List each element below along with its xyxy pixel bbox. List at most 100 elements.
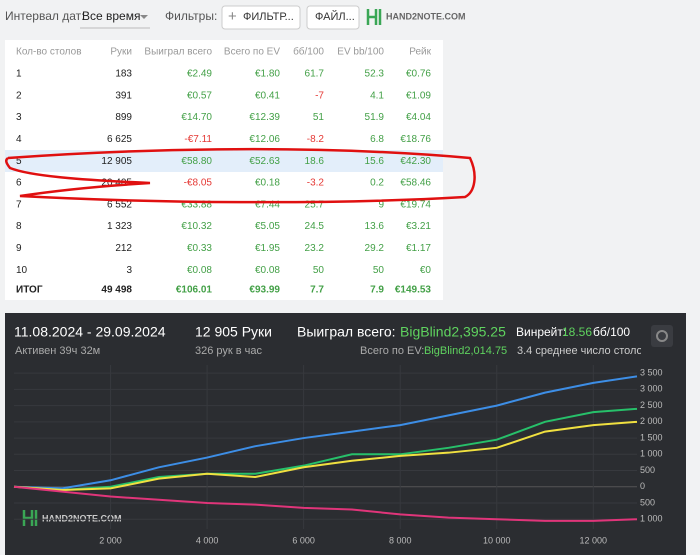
chart-logo-icon [22, 510, 38, 526]
table-cell: 13.6 [365, 221, 385, 232]
table-cell: €1.09 [406, 90, 431, 101]
total-cell: 49 498 [101, 285, 132, 296]
table-cell: €0 [420, 265, 432, 276]
table-cell: 899 [115, 112, 132, 123]
table-cell: €2.49 [187, 69, 212, 80]
table-cell: 3 [126, 265, 132, 276]
table-cell: 2 [16, 90, 22, 101]
table-cell: 50 [313, 265, 325, 276]
series-line [13, 407, 638, 492]
table-cell: €4.04 [406, 112, 431, 123]
total-cell: €149.53 [395, 285, 432, 296]
table-cell: 51.9 [365, 112, 385, 123]
table-cell: -3.2 [307, 178, 325, 189]
column-header: Всего по EV [224, 47, 280, 58]
table-cell: 24.5 [305, 221, 325, 232]
table-cell: 5 [16, 156, 22, 167]
table-cell: €0.57 [187, 90, 212, 101]
file-button[interactable] [306, 5, 360, 30]
table-cell: 4 [16, 134, 22, 145]
table-cell: €12.39 [249, 112, 280, 123]
table-cell: €58.46 [400, 178, 431, 189]
selected-row [5, 150, 443, 172]
table-cell: -€8.05 [184, 178, 213, 189]
column-header: Рейк [409, 47, 431, 58]
table-cell: 7 [16, 199, 22, 210]
active-time: Активен 39ч 32м [15, 345, 100, 357]
total-cell: 7.9 [370, 285, 384, 296]
table-cell: €7.44 [255, 199, 280, 210]
chart-panel [5, 313, 686, 555]
interval-label: Интервал дат: [5, 9, 84, 23]
column-header: Кол-во столов [16, 47, 82, 58]
x-tick-label: 4 000 [196, 535, 219, 545]
file-button-label: ФАЙЛ... [315, 10, 355, 23]
winrate-label: Винрейт: [516, 325, 566, 339]
table-cell: 20 405 [101, 178, 132, 189]
won-value: BigBlind2,395.25 [400, 324, 506, 340]
table-cell: €0.08 [187, 265, 212, 276]
table-cell: 15.6 [365, 156, 385, 167]
table-cell: €0.18 [255, 178, 280, 189]
hands: 12 905 Руки [195, 324, 272, 340]
table-cell: €0.76 [406, 69, 431, 80]
table-cell: 12 905 [101, 156, 132, 167]
y-tick-label: 3 000 [640, 384, 663, 394]
y-tick-label: 1 500 [640, 432, 663, 442]
x-tick-label: 12 000 [580, 535, 608, 545]
table-cell: €18.76 [400, 134, 431, 145]
table-cell: 9 [378, 199, 384, 210]
table-cell: €0.41 [255, 90, 280, 101]
settings-button[interactable] [651, 325, 673, 347]
table-cell: €58.80 [181, 156, 212, 167]
table-cell: €12.06 [249, 134, 280, 145]
table-cell: €14.70 [181, 112, 212, 123]
chart-logo: HAND2NOTE.COM [42, 513, 122, 523]
filters-label: Фильтры: [165, 9, 217, 23]
x-tick-label: 10 000 [483, 535, 511, 545]
table-cell: -7 [315, 90, 324, 101]
table-cell: 6 552 [107, 199, 132, 210]
ev-label: Всего по EV: [360, 345, 424, 357]
table-cell: €3.21 [406, 221, 431, 232]
won-label: Выиграл всего: [297, 324, 396, 340]
tables-clip: 3.4 среднее число столов [517, 345, 641, 357]
y-tick-label: 1 000 [640, 514, 663, 524]
table-cell: €42.30 [400, 156, 431, 167]
x-tick-label: 8 000 [389, 535, 412, 545]
series-line [13, 485, 638, 522]
table-cell: 51 [313, 112, 325, 123]
gear-icon [656, 330, 668, 342]
table-cell: 52.3 [365, 69, 385, 80]
y-tick-label: 500 [640, 465, 655, 475]
table-cell: 8 [16, 221, 22, 232]
winrate-value: 18.56 [562, 325, 592, 339]
chart: 3 500 3 000 2 500 2 000 1 500 1 000 500 0 500 1 0… [13, 365, 663, 545]
table-cell: 6 [16, 178, 22, 189]
table-cell: €1.80 [255, 69, 280, 80]
interval-dropdown[interactable]: Все время [82, 9, 140, 23]
filter-button[interactable] [221, 5, 301, 30]
column-header: Выиграл всего [144, 47, 212, 58]
dropdown-arrow [140, 15, 148, 19]
table-cell: 6 625 [107, 134, 132, 145]
series-line [13, 375, 638, 490]
table-cell: 29.2 [365, 243, 385, 254]
hands-per-hour: 326 рук в час [195, 345, 263, 357]
total-cell: €93.99 [249, 285, 280, 296]
total-cell: 7.7 [310, 285, 324, 296]
table-cell: €5.05 [255, 221, 280, 232]
column-header: Руки [110, 47, 132, 58]
table-cell: €0.33 [187, 243, 212, 254]
total-cell: €106.01 [176, 285, 213, 296]
table-cell: 50 [373, 265, 385, 276]
y-tick-label: 2 500 [640, 400, 663, 410]
ev-value: BigBlind2,014.75 [424, 345, 507, 357]
column-header: бб/100 [293, 46, 324, 58]
table-cell: €52.63 [249, 156, 280, 167]
table-cell: 391 [115, 90, 132, 101]
y-tick-label: 2 000 [640, 416, 663, 426]
table-cell: 18.6 [305, 156, 325, 167]
red-annotation [5, 147, 476, 204]
